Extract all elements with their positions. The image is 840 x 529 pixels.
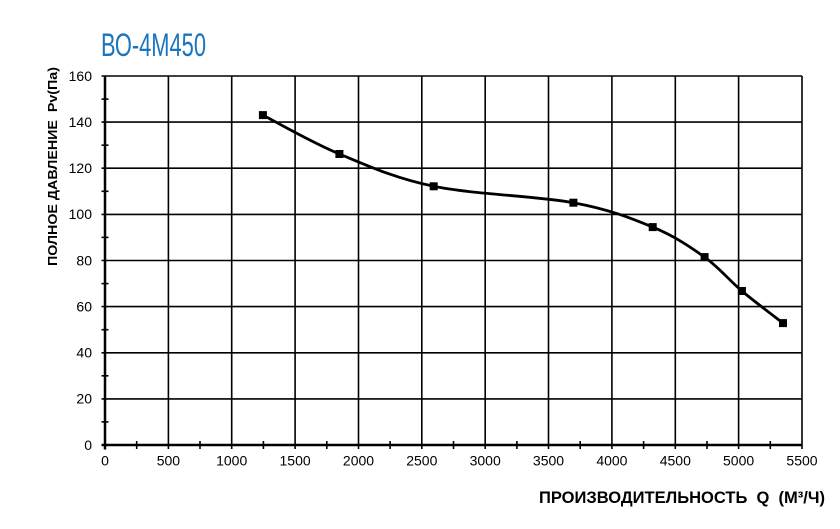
- svg-text:ПОЛНОЕ ДАВЛЕНИЕ Pv(Па): ПОЛНОЕ ДАВЛЕНИЕ Pv(Па): [45, 67, 60, 266]
- svg-text:0: 0: [101, 453, 109, 469]
- svg-text:500: 500: [157, 453, 181, 469]
- svg-text:ВО-4М450: ВО-4М450: [101, 27, 206, 63]
- svg-text:5000: 5000: [723, 453, 754, 469]
- svg-text:3500: 3500: [533, 453, 564, 469]
- svg-text:2000: 2000: [343, 453, 374, 469]
- svg-text:120: 120: [69, 160, 93, 176]
- svg-text:2500: 2500: [406, 453, 437, 469]
- svg-text:1000: 1000: [216, 453, 247, 469]
- svg-text:0: 0: [84, 437, 92, 453]
- svg-text:4500: 4500: [660, 453, 691, 469]
- svg-text:1500: 1500: [280, 453, 311, 469]
- svg-text:5500: 5500: [786, 453, 817, 469]
- svg-text:100: 100: [69, 206, 93, 222]
- svg-text:60: 60: [76, 298, 92, 314]
- svg-text:40: 40: [76, 345, 92, 361]
- svg-text:140: 140: [69, 114, 93, 130]
- svg-text:ПРОИЗВОДИТЕЛЬНОСТЬ Q (М³/Ч): ПРОИЗВОДИТЕЛЬНОСТЬ Q (М³/Ч): [539, 488, 825, 507]
- svg-text:4000: 4000: [596, 453, 627, 469]
- svg-text:160: 160: [69, 68, 93, 84]
- svg-text:20: 20: [76, 391, 92, 407]
- svg-text:80: 80: [76, 252, 92, 268]
- svg-text:3000: 3000: [470, 453, 501, 469]
